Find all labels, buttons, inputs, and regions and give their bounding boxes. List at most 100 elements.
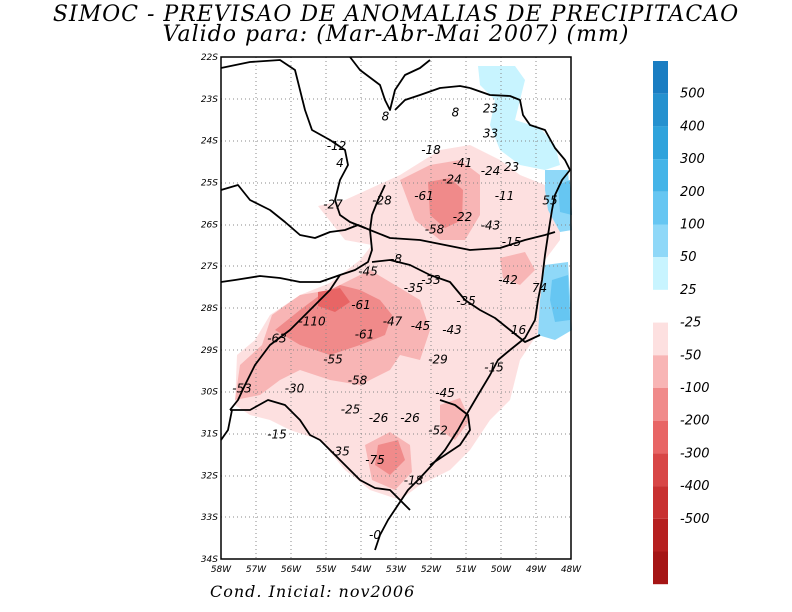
legend-label: -200 [680, 414, 710, 429]
anomaly-value-label: -15 [484, 361, 504, 375]
boundary-paranapanema [394, 85, 471, 111]
legend-label: 300 [680, 152, 705, 167]
lon-tick-label: 58W [211, 565, 232, 575]
legend-swatch [653, 453, 668, 487]
anomaly-value-label: -30 [285, 382, 305, 396]
lon-tick-label: 51W [456, 565, 477, 575]
legend-label: -300 [680, 446, 710, 461]
anomaly-value-label: -24 [481, 164, 501, 178]
lon-tick-label: 49W [526, 565, 547, 575]
anomaly-value-label: -52 [428, 423, 448, 437]
legend-label: 25 [680, 283, 697, 298]
light-cyan-region [478, 66, 560, 170]
anomaly-value-label: -55 [323, 352, 343, 366]
anomaly-shading [235, 66, 572, 500]
lon-tick-label: 57W [246, 565, 267, 575]
anomaly-value-label: -35 [330, 444, 350, 458]
anomaly-value-label: -25 [341, 403, 361, 417]
lon-tick-label: 55W [316, 565, 337, 575]
anomaly-value-label: -58 [425, 223, 445, 237]
legend-label: -100 [680, 381, 710, 396]
legend-swatch [653, 486, 668, 519]
initial-condition-note: Cond. Inicial: nov2006 [210, 582, 416, 601]
anomaly-value-label: -63 [267, 331, 287, 345]
legend-label: -25 [680, 316, 701, 331]
legend-swatch [653, 257, 668, 290]
anomaly-value-label: -33 [421, 273, 441, 287]
anomaly-value-label: -45 [358, 265, 378, 279]
anomaly-value-label: 4 [336, 156, 344, 170]
lat-tick-label: 31S [201, 429, 218, 439]
legend-swatch [653, 518, 668, 552]
anomaly-value-label: -43 [442, 323, 462, 337]
boundary-paraguay [220, 59, 366, 229]
lat-tick-label: 28S [201, 304, 218, 314]
legend-swatch [653, 289, 668, 323]
boundary-mato-grosso [349, 56, 431, 111]
legend-label: 200 [680, 185, 705, 200]
legend-swatch [653, 355, 668, 388]
lat-tick-label: 24S [201, 137, 218, 147]
boundary-argentina-north [220, 184, 371, 239]
legend-swatch [653, 388, 668, 421]
anomaly-value-label: -42 [498, 273, 518, 287]
lat-tick-label: 33S [201, 513, 218, 523]
red-region [275, 285, 392, 355]
legend-swatch [653, 126, 668, 160]
anomaly-value-label: 23 [504, 160, 519, 174]
anomaly-value-label: -29 [428, 352, 448, 366]
lon-tick-label: 56W [281, 565, 302, 575]
legend-label: -500 [680, 512, 710, 527]
coastline-lagoon [429, 399, 471, 466]
red-region-2 [428, 178, 463, 228]
blue-region-2 [558, 180, 572, 215]
anomaly-value-label: -45 [435, 386, 455, 400]
anomaly-value-label: -58 [348, 373, 368, 387]
legend-swatch [653, 93, 668, 127]
anomaly-value-label: 74 [532, 281, 547, 295]
anomaly-value-label: -26 [369, 411, 389, 425]
legend-label: -50 [680, 348, 701, 363]
anomaly-value-label: 55 [542, 193, 557, 207]
anomaly-value-label: 8 [382, 110, 390, 124]
boundary-pr-sc [369, 229, 556, 251]
map-frame [220, 56, 572, 560]
anomaly-value-label: -22 [453, 210, 473, 224]
anomaly-value-label: -11 [495, 189, 515, 203]
legend-swatch [653, 322, 668, 356]
anomaly-value-label: -27 [323, 198, 343, 212]
lat-tick-label: 23S [201, 95, 218, 105]
legend-swatch [653, 159, 668, 192]
lat-tick-label: 26S [201, 220, 218, 230]
anomaly-value-label: -61 [351, 298, 371, 312]
color-legend: 500 400 300 200 100 50 25 -25 -50 -100 -200 -300 -40… [653, 61, 710, 585]
anomaly-value-label: -24 [442, 172, 462, 186]
boundary-sp-pr [469, 87, 571, 171]
anomaly-value-label: -26 [400, 411, 420, 425]
lon-tick-label: 50W [491, 565, 512, 575]
pink-region-5 [440, 398, 470, 440]
map-subtitle: Valido para: (Mar-Abr-Mai 2007) (mm) [162, 22, 630, 47]
legend-swatch [653, 61, 668, 94]
boundary-sc-rs [371, 259, 541, 343]
lon-tick-label: 52W [421, 565, 442, 575]
anomaly-value-label: 8 [452, 106, 460, 120]
boundary-misiones [220, 229, 373, 283]
latitude-tick-labels: 22S 23S 24S 25S 26S 27S 28S 29S 30S 31S 32S 33S 34S [201, 53, 218, 565]
pink-region-3 [500, 252, 535, 285]
anomaly-value-label: -45 [411, 319, 431, 333]
anomaly-value-label: 23 [483, 101, 498, 115]
anomaly-value-label: -28 [372, 193, 392, 207]
lat-tick-label: 34S [201, 555, 218, 565]
boundary-uruguay-river [229, 274, 341, 411]
legend-label: 400 [680, 119, 705, 134]
longitude-tick-labels: 58W 57W 56W 55W 54W 53W 52W 51W 50W 49W 48W [211, 565, 582, 575]
anomaly-value-label: -47 [383, 315, 403, 329]
anomaly-value-label: -35 [404, 281, 424, 295]
boundaries [220, 56, 571, 551]
anomaly-value-label: 33 [483, 126, 498, 140]
legend-label: -400 [680, 479, 710, 494]
lat-tick-label: 27S [201, 262, 218, 272]
